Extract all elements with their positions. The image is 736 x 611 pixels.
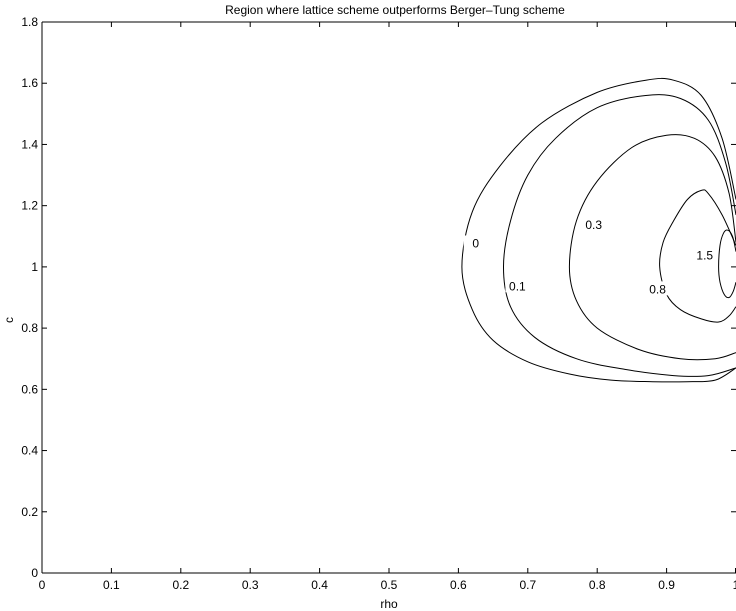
contour-label-0: 0: [472, 236, 479, 250]
x-tick-label: 0.5: [381, 578, 398, 592]
x-tick-label: 0.2: [172, 578, 189, 592]
y-tick-label: 1.4: [21, 137, 38, 151]
contour-line-0.3: [568, 134, 736, 361]
y-tick-label: 0: [31, 566, 38, 580]
contour-label-0.1: 0.1: [509, 279, 526, 293]
y-axis-title: c: [2, 317, 16, 323]
x-tick-label: 0.4: [311, 578, 328, 592]
contour-line-0.1: [502, 94, 736, 377]
contour-label-backdrop: [692, 247, 717, 262]
y-tick-label: 0.2: [21, 505, 38, 519]
y-tick-label: 0.4: [21, 444, 38, 458]
x-tick-label: 0.6: [450, 578, 467, 592]
x-tick-label: 0.1: [103, 578, 120, 592]
y-tick-label: 1: [31, 260, 38, 274]
contour-label-0.8: 0.8: [649, 282, 666, 296]
chart-title: Region where lattice scheme outperforms …: [225, 3, 565, 17]
contour-label-backdrop: [505, 278, 530, 293]
contour-line-0: [461, 77, 736, 383]
y-tick-label: 1.8: [21, 15, 38, 29]
x-tick-label: 0.9: [658, 578, 675, 592]
y-tick-label: 1.6: [21, 76, 38, 90]
contour-label-backdrop: [463, 235, 488, 250]
contour-label-1.5: 1.5: [696, 249, 713, 263]
contour-label-0.3: 0.3: [585, 218, 602, 232]
x-tick-label: 0.7: [519, 578, 536, 592]
contour-label-backdrop: [645, 281, 670, 296]
y-tick-label: 0.6: [21, 382, 38, 396]
x-axis-title: rho: [380, 597, 398, 611]
contour-line-1.5: [718, 229, 736, 299]
x-tick-label: 1: [733, 578, 736, 592]
contour-line-0.8: [659, 189, 736, 323]
contour-label-backdrop: [581, 217, 606, 232]
y-tick-label: 0.8: [21, 321, 38, 335]
x-tick-label: 0.3: [242, 578, 259, 592]
plot-area: 0 0.1 0.2 0.3 0.4 0.5 0.6 0.7 0.8 0.9 1 0 0.2 0.4 0.6 0…: [21, 15, 736, 592]
y-tick-label: 1.2: [21, 199, 38, 213]
x-tick-label: 0: [39, 578, 46, 592]
x-tick-label: 0.8: [589, 578, 606, 592]
